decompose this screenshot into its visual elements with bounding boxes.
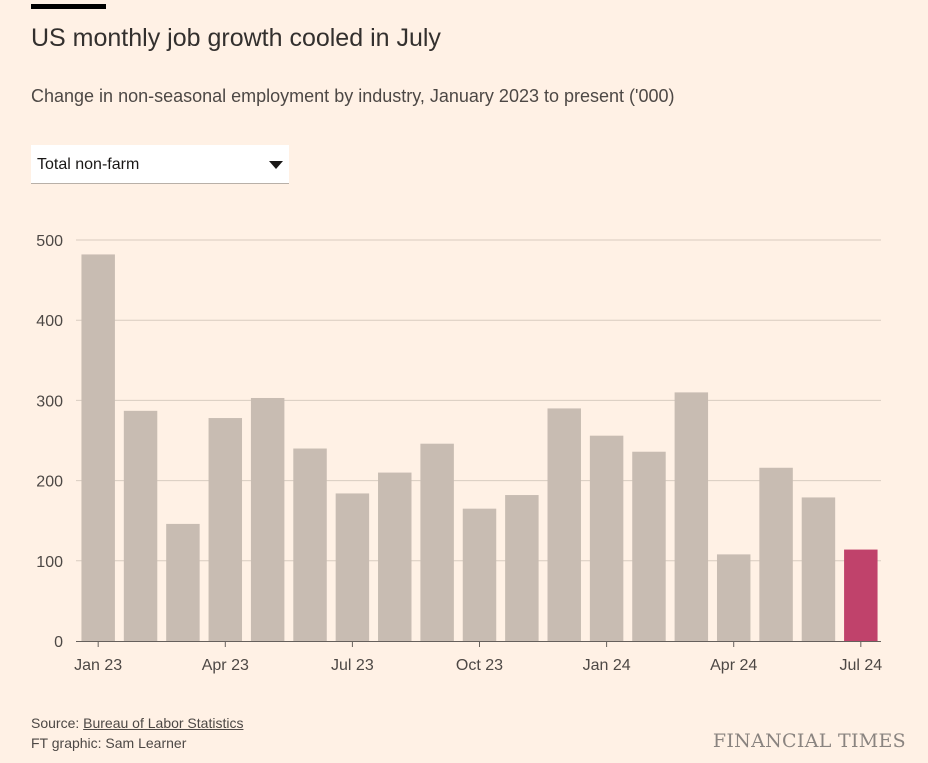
bar-apr-24 xyxy=(716,554,751,641)
y-tick-label: 200 xyxy=(36,474,63,491)
chart-subtitle: Change in non-seasonal employment by ind… xyxy=(31,86,675,106)
bar-dec-23 xyxy=(547,408,581,641)
source-prefix: Source: xyxy=(31,715,84,731)
bar-mar-24 xyxy=(674,392,709,641)
bar-aug-23 xyxy=(378,472,412,641)
bar-feb-23 xyxy=(123,410,158,641)
bar-jun-24 xyxy=(801,497,836,641)
bar-jul-23 xyxy=(335,493,370,641)
caret-down-icon xyxy=(269,161,283,169)
source-link[interactable]: Bureau of Labor Statistics xyxy=(83,715,244,731)
bar-feb-24 xyxy=(632,451,666,641)
x-tick-label: Jan 24 xyxy=(583,657,631,674)
industry-select[interactable]: Total non-farm xyxy=(31,145,289,184)
ft-logo: FINANCIAL TIMES xyxy=(712,730,906,752)
bar-mar-23 xyxy=(166,523,200,641)
bar-jan-24 xyxy=(589,435,624,641)
industry-select-value: Total non-farm xyxy=(37,156,140,173)
y-tick-label: 0 xyxy=(54,634,63,651)
bar-oct-23 xyxy=(462,508,497,641)
y-tick-label: 400 xyxy=(36,313,63,330)
top-accent-bar xyxy=(31,4,106,9)
x-tick-label: Jan 23 xyxy=(74,657,122,674)
bar-jun-23 xyxy=(293,448,327,641)
bar-apr-23 xyxy=(208,418,243,641)
x-tick-label: Jul 23 xyxy=(331,657,374,674)
chart-title: US monthly job growth cooled in July xyxy=(31,24,441,52)
y-tick-label: 500 xyxy=(36,233,63,250)
x-tick-label: Oct 23 xyxy=(456,657,503,674)
x-tick-label: Jul 24 xyxy=(839,657,882,674)
bar-jan-23 xyxy=(81,254,115,641)
bar-may-24 xyxy=(759,467,793,641)
bar-sep-23 xyxy=(420,443,454,641)
x-tick-label: Apr 24 xyxy=(710,657,757,674)
source-line: Source: Bureau of Labor Statistics xyxy=(31,715,243,731)
y-tick-label: 300 xyxy=(36,393,63,410)
bar-may-23 xyxy=(250,397,285,641)
bar-nov-23 xyxy=(505,495,539,641)
bar-chart: 0 100 200 300 400 500 Jan 23 Apr 23 Jul 23 Oct 23… xyxy=(36,233,882,674)
y-tick-label: 100 xyxy=(36,554,63,571)
x-tick-label: Apr 23 xyxy=(202,657,249,674)
graphic-credit: FT graphic: Sam Learner xyxy=(31,735,187,751)
bar-jul-24 xyxy=(844,549,878,641)
